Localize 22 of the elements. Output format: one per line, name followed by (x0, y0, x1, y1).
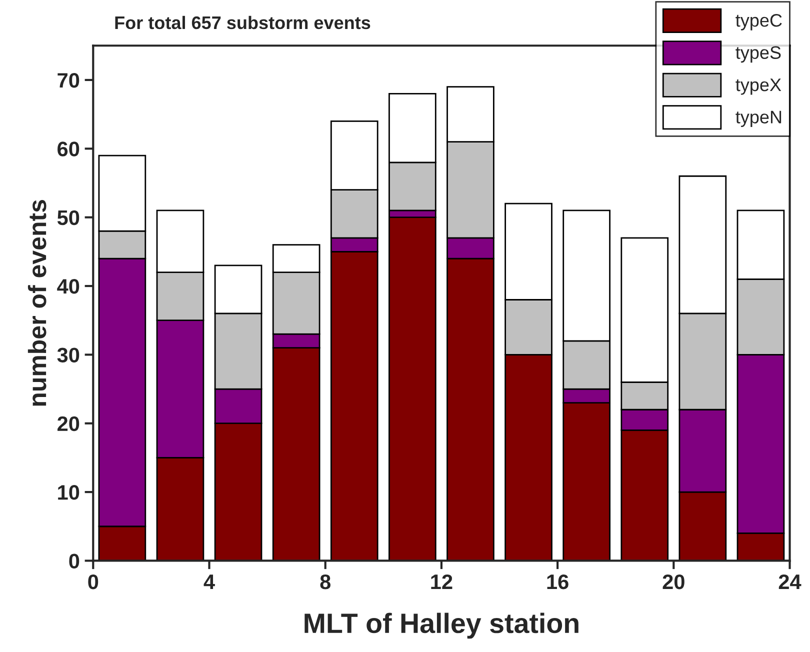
y-tick-label: 50 (57, 210, 80, 226)
x-tick-label: 20 (662, 574, 684, 590)
x-tick-label: 12 (431, 574, 452, 590)
x-tick-label: 16 (547, 574, 568, 590)
y-tick-label: 40 (57, 279, 80, 294)
y-tick-label: 70 (58, 72, 80, 88)
legend-label: typeC (736, 14, 782, 30)
y-tick-label: 0 (69, 554, 80, 568)
chart-title: For total 657 substorm events (115, 16, 370, 30)
y-tick-label: 30 (57, 348, 80, 362)
legend-label: typeS (736, 46, 781, 63)
x-tick-label: 0 (88, 574, 98, 590)
x-tick-label: 8 (320, 574, 331, 590)
y-tick-label: 20 (58, 416, 80, 432)
legend-label: typeN (736, 110, 782, 128)
y-tick-label: 10 (58, 485, 80, 500)
y-tick-label: 60 (58, 142, 80, 156)
x-tick-label: 4 (204, 574, 215, 590)
legend-label: typeX (736, 78, 782, 95)
x-axis-title: MLT of Halley station (304, 612, 578, 639)
x-tick-label: 24 (778, 574, 802, 590)
y-axis-title: number of events (28, 200, 46, 406)
